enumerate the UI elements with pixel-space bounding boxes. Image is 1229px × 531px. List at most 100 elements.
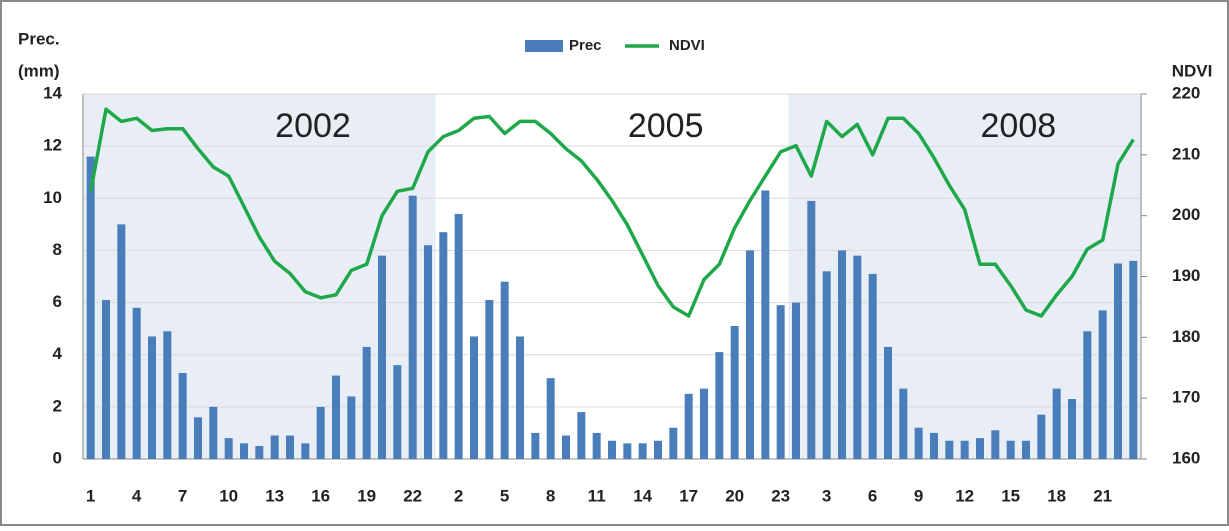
- bar: [669, 427, 678, 459]
- bar: [608, 440, 616, 459]
- x-tick-label: 14: [633, 486, 652, 505]
- bar: [1129, 260, 1138, 459]
- x-tick-label: 20: [725, 486, 744, 505]
- x-tick-label: 21: [1093, 486, 1112, 505]
- bar: [562, 435, 570, 459]
- bar: [194, 417, 202, 459]
- bar: [684, 393, 693, 459]
- bar: [822, 271, 831, 459]
- bar: [117, 224, 126, 459]
- y-tick-label: 12: [43, 136, 62, 155]
- bar: [577, 412, 586, 459]
- bar: [1006, 440, 1015, 459]
- bar: [439, 232, 448, 459]
- y2-tick-label: 220: [1172, 83, 1200, 102]
- y2-tick-label: 210: [1172, 144, 1200, 163]
- legend-swatch: [525, 40, 563, 52]
- bar: [623, 443, 632, 459]
- bar: [408, 195, 417, 459]
- bar: [853, 255, 862, 459]
- bar: [301, 443, 310, 459]
- y2-tick-label: 190: [1172, 266, 1200, 285]
- y2-tick-label: 180: [1172, 327, 1200, 346]
- bar: [86, 156, 95, 460]
- x-tick-label: 18: [1047, 486, 1066, 505]
- year-label: 2008: [981, 107, 1057, 145]
- bar: [715, 352, 724, 459]
- y-tick-label: 10: [43, 188, 62, 207]
- bar: [424, 245, 432, 459]
- x-tick-label: 15: [1001, 486, 1020, 505]
- bar: [592, 432, 601, 459]
- ndvi-line: [88, 107, 1135, 318]
- x-tick-label: 22: [403, 486, 422, 505]
- bar: [500, 281, 509, 459]
- y-tick-label: 4: [53, 344, 63, 363]
- bar: [1098, 310, 1107, 459]
- bar: [163, 331, 172, 459]
- bar: [868, 273, 877, 459]
- y-label: (mm): [18, 61, 60, 80]
- year-label: 2002: [275, 107, 351, 145]
- bar: [776, 305, 785, 459]
- x-tick-label: 11: [588, 486, 606, 505]
- bar: [209, 406, 218, 459]
- y2-label: NDVI: [1172, 61, 1213, 80]
- bar: [960, 440, 969, 459]
- bar: [1083, 331, 1092, 459]
- bar: [286, 435, 294, 459]
- bar: [470, 336, 478, 459]
- bar: [746, 250, 754, 459]
- legend-label: NDVI: [669, 37, 705, 54]
- bar: [807, 200, 816, 459]
- bar: [485, 299, 494, 459]
- y-label: Prec.: [18, 29, 60, 48]
- x-tick-label: 13: [265, 486, 284, 505]
- bar: [884, 346, 892, 459]
- bar: [838, 250, 846, 459]
- bar: [347, 396, 356, 459]
- bar: [730, 326, 739, 459]
- bar: [899, 388, 908, 459]
- y-tick-label: 14: [43, 83, 62, 102]
- x-tick-label: 2: [454, 486, 463, 505]
- x-tick-label: 5: [500, 486, 509, 505]
- bar: [332, 375, 340, 459]
- bar: [638, 443, 647, 459]
- x-tick-label: 23: [771, 486, 790, 505]
- bar: [700, 388, 708, 459]
- bar: [148, 336, 156, 459]
- bar: [102, 299, 110, 459]
- bar: [1068, 399, 1076, 459]
- year-label: 2005: [628, 107, 704, 145]
- bar: [546, 378, 555, 459]
- x-tick-label: 10: [219, 486, 238, 505]
- x-tick-label: 8: [546, 486, 555, 505]
- x-tick-label: 1: [86, 486, 95, 505]
- y-tick-label: 6: [53, 292, 62, 311]
- bar: [1022, 440, 1030, 459]
- year-band: [788, 94, 1141, 459]
- bar: [945, 440, 954, 459]
- bar: [1114, 263, 1122, 459]
- bar: [393, 365, 402, 459]
- bar: [531, 432, 540, 459]
- bar: [761, 190, 770, 459]
- x-tick-label: 3: [822, 486, 831, 505]
- bar: [991, 430, 1000, 459]
- bar: [976, 438, 984, 459]
- y2-tick-label: 200: [1172, 205, 1200, 224]
- x-tick-label: 16: [311, 486, 330, 505]
- x-tick-label: 19: [357, 486, 376, 505]
- x-tick-label: 4: [132, 486, 142, 505]
- y-tick-label: 8: [53, 240, 62, 259]
- bar: [792, 302, 800, 459]
- x-tick-label: 17: [679, 486, 698, 505]
- bar: [132, 307, 141, 459]
- x-tick-label: 6: [868, 486, 877, 505]
- bar: [255, 445, 264, 459]
- x-tick-label: 7: [178, 486, 187, 505]
- y-tick-label: 2: [53, 396, 62, 415]
- bar: [362, 346, 371, 459]
